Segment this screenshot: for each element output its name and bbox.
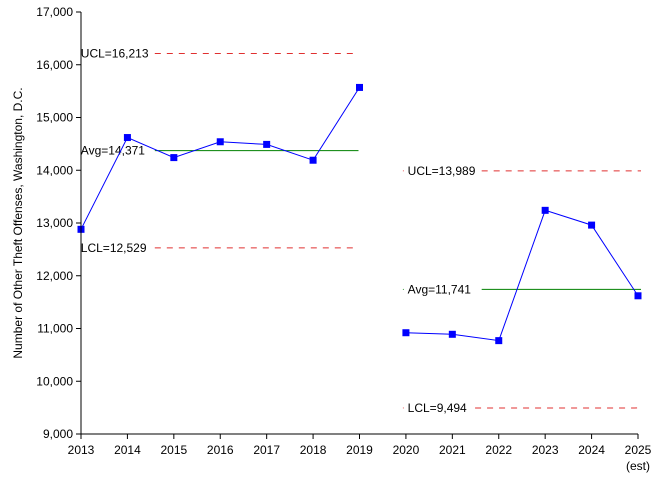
data-series (77, 83, 642, 345)
data-point (263, 140, 271, 148)
ticks: 9,000 10,000 11,000 12,000 13,000 14,000 15,00… (36, 5, 651, 457)
data-point (541, 206, 549, 214)
x-tick-label: 2020 (393, 443, 420, 457)
average-label: Avg=11,741 (408, 282, 472, 296)
control-limits: UCL=16,213 Avg=14,371 LCL=12,529 UCL=13,989… (81, 47, 641, 415)
x-tick-label: 2015 (160, 443, 187, 457)
series-line (80, 87, 360, 230)
data-point (588, 221, 596, 229)
x-tick-label: 2016 (207, 443, 234, 457)
ucl-label: UCL=16,213 (81, 47, 149, 61)
y-tick-label: 9,000 (43, 427, 73, 441)
lcl-label: LCL=9,494 (408, 401, 467, 415)
y-tick-label: 11,000 (37, 322, 73, 336)
series-line (405, 209, 639, 342)
data-point (402, 329, 410, 337)
x-tick-label: 2017 (253, 443, 280, 457)
x-tick-label: 2024 (578, 443, 605, 457)
x-tick-label: 2018 (300, 443, 327, 457)
y-tick-label: 13,000 (36, 216, 73, 230)
y-axis-title: Number of Other Theft Offenses, Washingt… (11, 87, 25, 358)
x-tick-label: 2023 (532, 443, 559, 457)
ucl-label: UCL=13,989 (408, 164, 476, 178)
y-tick-label: 10,000 (36, 374, 73, 388)
x-tick-label: 2025 (625, 443, 652, 457)
data-point (448, 330, 456, 338)
data-point (170, 154, 178, 162)
y-tick-label: 14,000 (36, 163, 73, 177)
axes (80, 12, 638, 435)
data-point (216, 138, 224, 146)
x-tick-label: 2021 (439, 443, 466, 457)
x-tick-label: 2013 (68, 443, 95, 457)
x-tick-label: 2022 (485, 443, 512, 457)
average-label: Avg=14,371 (81, 144, 145, 158)
data-point (123, 134, 131, 142)
x-tick-note: (est) (626, 459, 650, 473)
y-tick-label: 15,000 (36, 111, 73, 125)
data-point (495, 337, 503, 345)
y-tick-label: 12,000 (36, 269, 73, 283)
x-tick-label: 2019 (346, 443, 373, 457)
y-tick-label: 16,000 (36, 58, 73, 72)
data-point (356, 83, 363, 91)
x-tick-label: 2014 (114, 443, 141, 457)
data-point (309, 156, 317, 164)
y-tick-label: 17,000 (36, 5, 73, 19)
lcl-label: LCL=12,529 (81, 241, 147, 255)
data-point (634, 292, 642, 300)
